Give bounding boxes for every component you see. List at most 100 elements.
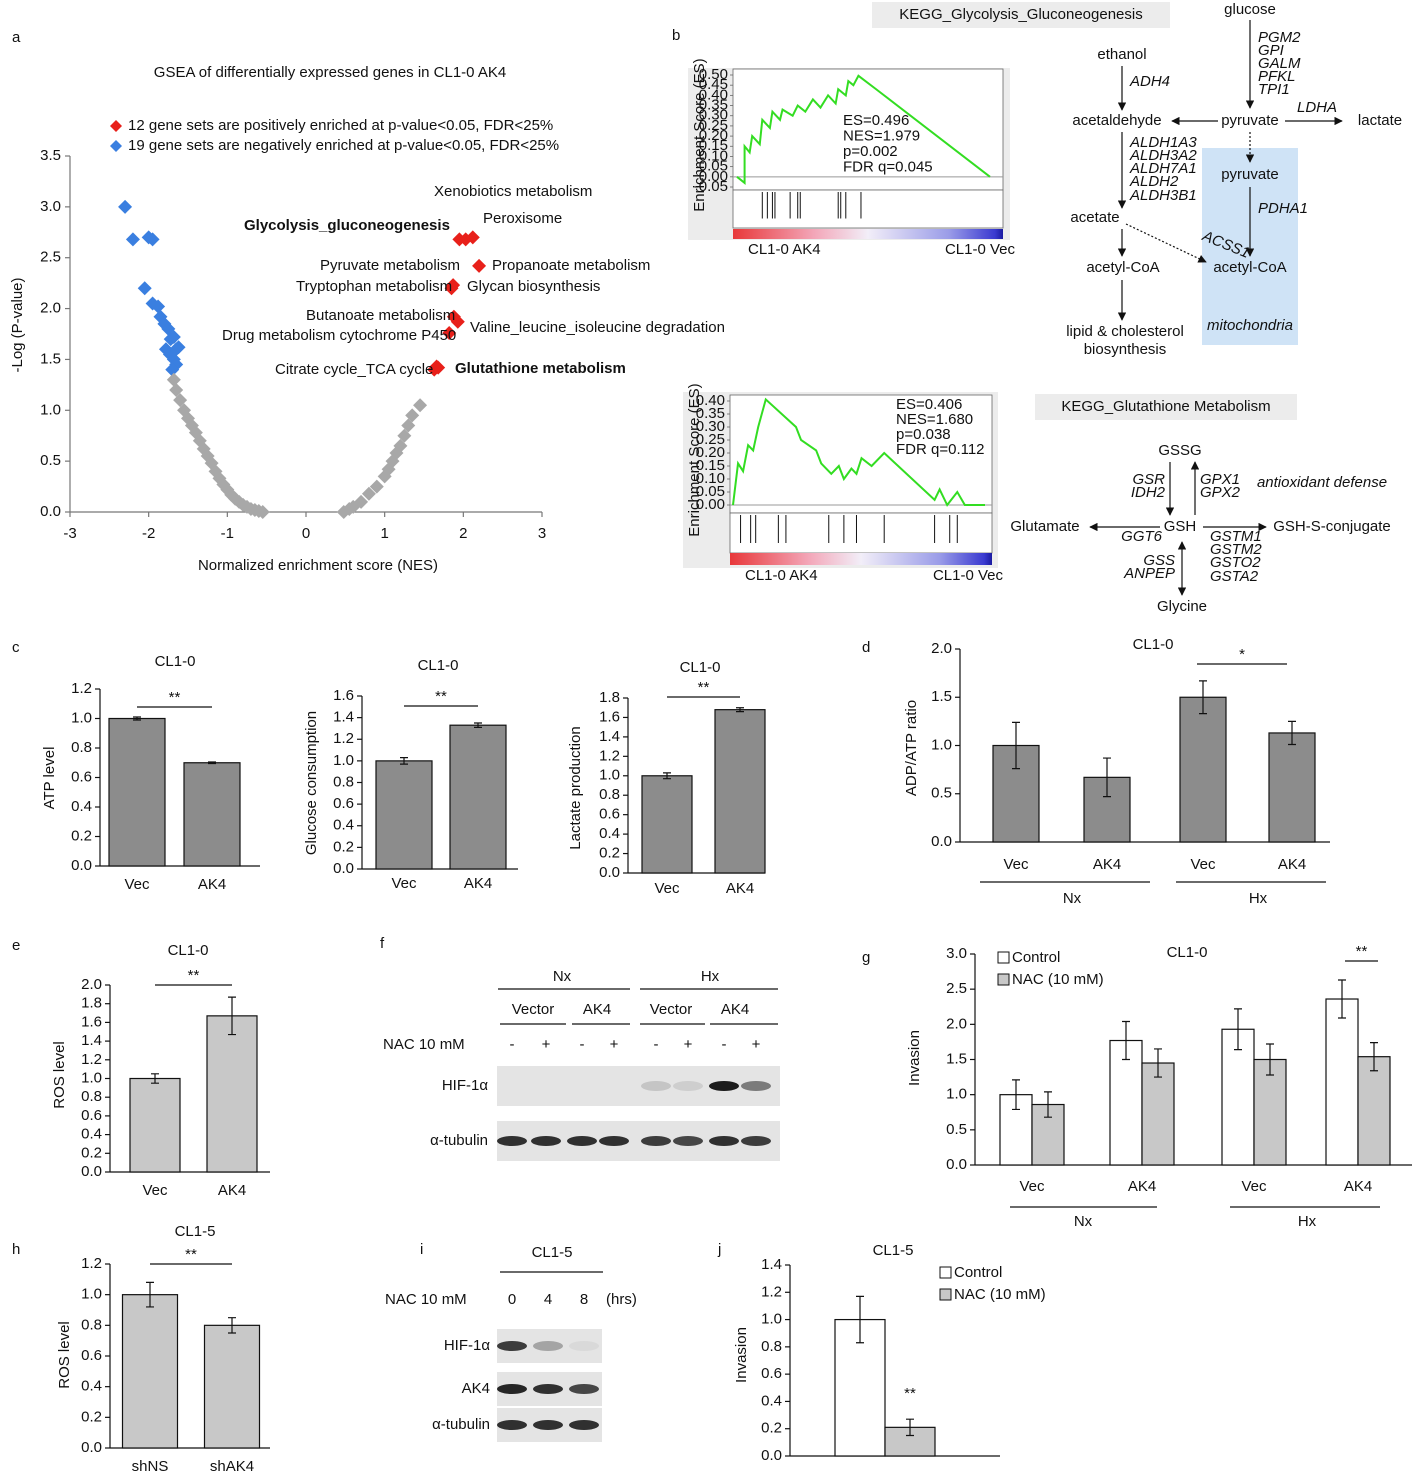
metabolite: Glycine — [1157, 598, 1207, 615]
enzyme: GSR — [1132, 471, 1165, 488]
x-tick-label: 3 — [538, 525, 546, 542]
treatment-sign: + — [610, 1036, 619, 1053]
annotation: Citrate cycle_TCA cycle — [275, 361, 433, 378]
rank-label: CL1-0 Vec — [933, 567, 1004, 584]
y-tick-label: 0.5 — [40, 452, 61, 469]
barcode-frame — [732, 189, 1004, 229]
enzyme: TPI1 — [1258, 81, 1290, 98]
enzyme: GPX1 — [1200, 471, 1240, 488]
y-tick-label: 0.8 — [333, 773, 354, 790]
blot-band — [599, 1081, 629, 1091]
enzyme: ALDH2 — [1129, 173, 1179, 190]
blot-row-label: α-tubulin — [430, 1132, 488, 1149]
y-tick-label: 1.0 — [81, 1286, 102, 1303]
data-point — [361, 486, 376, 501]
annotation: Valine_leucine_isoleucine degradation — [470, 319, 725, 336]
error-bar — [1154, 1048, 1162, 1078]
rank-label: CL1-0 AK4 — [745, 567, 818, 584]
y-tick-label: 0.4 — [81, 1378, 102, 1395]
annotation: Propanoate metabolism — [492, 257, 650, 274]
y-tick-label: 1.0 — [761, 1311, 782, 1328]
y-tick-label: 3.0 — [946, 945, 967, 962]
x-tick-label: AK4 — [726, 880, 754, 897]
group-label: Hx — [701, 968, 720, 985]
rank-gradient — [730, 553, 992, 565]
cell-line-label: CL1-5 — [532, 1244, 573, 1261]
y-tick-label: 0.2 — [599, 845, 620, 862]
plot-frame — [729, 394, 993, 514]
y-axis-label: Invasion — [906, 1030, 923, 1086]
bar — [206, 1015, 258, 1173]
blot-band — [569, 1341, 599, 1351]
y-tick-label: 0.0 — [599, 864, 620, 881]
compartment-label: mitochondria — [1207, 317, 1293, 334]
enzyme: LDHA — [1297, 99, 1337, 116]
x-tick-label: AK4 — [1344, 1178, 1372, 1195]
group-label: Hx — [1249, 890, 1268, 907]
legend-label: 12 gene sets are positively enriched at … — [128, 117, 553, 134]
y-tick-label: 1.6 — [333, 687, 354, 704]
y-tick-label: 0.6 — [333, 795, 354, 812]
error-bar — [1012, 1079, 1020, 1111]
y-tick-label: 1.0 — [599, 767, 620, 784]
y-tick-label: 0.10 — [699, 147, 728, 164]
metabolite: acetyl-CoA — [1086, 259, 1159, 276]
y-axis-label: -Log (P-value) — [9, 277, 26, 372]
error-bar — [1338, 979, 1346, 1019]
panel-label: c — [12, 639, 20, 656]
y-tick-label: 0.6 — [761, 1365, 782, 1382]
error-bar — [1103, 757, 1111, 798]
blot-row-label: AK4 — [462, 1380, 490, 1397]
panel-label: g — [862, 949, 870, 966]
data-point — [173, 393, 188, 408]
significance-label: ** — [698, 679, 710, 696]
y-tick-label: 1.0 — [946, 1086, 967, 1103]
panel-label: h — [12, 1241, 20, 1258]
y-tick-label: 0.35 — [696, 405, 725, 422]
bar — [714, 709, 766, 874]
condition-label: Vector — [650, 1001, 693, 1018]
legend-swatch — [997, 973, 1010, 986]
significance-label: ** — [904, 1385, 916, 1402]
data-point — [450, 314, 465, 329]
y-tick-label: 1.0 — [931, 736, 952, 753]
data-point — [397, 428, 412, 443]
data-point — [369, 479, 384, 494]
data-point — [405, 408, 420, 423]
y-tick-label: 3.0 — [40, 198, 61, 215]
pathway-note: antioxidant defense — [1257, 474, 1387, 491]
panel-label: b — [672, 27, 680, 44]
y-tick-label: 0.4 — [761, 1392, 782, 1409]
y-tick-label: 0.5 — [931, 785, 952, 802]
enzyme: ALDH3B1 — [1129, 187, 1197, 204]
metabolite: acetate — [1070, 209, 1119, 226]
y-tick-label: 1.2 — [333, 730, 354, 747]
bar — [641, 775, 693, 874]
y-tick-label: -0.05 — [694, 178, 728, 195]
x-tick-label: Vec — [1003, 856, 1029, 873]
time-label: 8 — [580, 1291, 588, 1308]
enzyme: ADH4 — [1129, 73, 1170, 90]
y-tick-label: 0.6 — [81, 1107, 102, 1124]
y-tick-label: 2.0 — [946, 1015, 967, 1032]
data-point — [151, 299, 166, 314]
y-tick-label: 0.0 — [333, 860, 354, 877]
chart-title: CL1-0 — [168, 942, 209, 959]
y-tick-label: 0.20 — [699, 127, 728, 144]
y-tick-label: 1.6 — [81, 1013, 102, 1030]
blot-band — [533, 1420, 563, 1430]
y-tick-label: 0.2 — [71, 827, 92, 844]
x-tick-label: -2 — [142, 525, 155, 542]
y-tick-label: 0.5 — [946, 1121, 967, 1138]
blot-band — [531, 1136, 561, 1146]
plot-frame — [732, 68, 1004, 191]
legend-label: NAC (10 mM) — [1012, 971, 1104, 988]
annotation: Glycan biosynthesis — [467, 278, 600, 295]
enzyme: ANPEP — [1123, 565, 1175, 582]
enzyme: GGT6 — [1121, 528, 1162, 545]
blot-row-label: HIF-1α — [444, 1337, 491, 1354]
error-bar — [133, 716, 141, 721]
y-tick-label: 1.5 — [931, 688, 952, 705]
data-point — [145, 232, 160, 247]
